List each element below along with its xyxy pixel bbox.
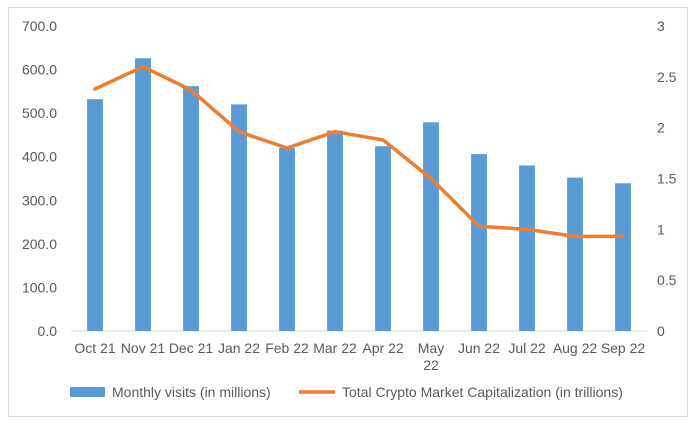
bar bbox=[471, 154, 487, 331]
bar bbox=[327, 130, 343, 331]
bar bbox=[231, 104, 247, 331]
left-tick-label: 700.0 bbox=[22, 18, 57, 34]
x-tick-label: Aug 22 bbox=[553, 340, 598, 356]
left-tick-label: 400.0 bbox=[22, 149, 57, 165]
left-tick-label: 300.0 bbox=[22, 192, 57, 208]
left-tick-label: 500.0 bbox=[22, 105, 57, 121]
x-tick-label: Nov 21 bbox=[121, 340, 166, 356]
legend: Monthly visits (in millions) Total Crypt… bbox=[70, 384, 623, 400]
x-tick-label: Jul 22 bbox=[508, 340, 546, 356]
line-series bbox=[93, 64, 625, 239]
bar bbox=[279, 148, 295, 331]
left-tick-label: 600.0 bbox=[22, 62, 57, 78]
bar bbox=[135, 58, 151, 331]
left-tick-label: 100.0 bbox=[22, 279, 57, 295]
right-tick-label: 2.5 bbox=[657, 69, 677, 85]
right-axis: 0 0.5 1 1.5 2 2.5 3 bbox=[657, 18, 677, 339]
bar bbox=[423, 122, 439, 332]
x-tick-label: Sep 22 bbox=[601, 340, 646, 356]
chart-frame: 0.0 100.0 200.0 300.0 400.0 500.0 600.0 700.0 0… bbox=[8, 7, 688, 417]
combo-chart: 0.0 100.0 200.0 300.0 400.0 500.0 600.0 700.0 0… bbox=[22, 18, 677, 400]
x-tick-label: Jun 22 bbox=[458, 340, 500, 356]
bar bbox=[567, 177, 583, 331]
right-tick-label: 0.5 bbox=[657, 272, 677, 288]
bar bbox=[375, 146, 391, 331]
x-tick-label: Oct 21 bbox=[74, 340, 115, 356]
bar bbox=[615, 183, 631, 331]
right-tick-label: 2 bbox=[657, 120, 665, 136]
x-tick-label: May 22 bbox=[418, 340, 444, 373]
x-tick-label: Dec 21 bbox=[169, 340, 214, 356]
right-tick-label: 3 bbox=[657, 18, 665, 34]
left-axis: 0.0 100.0 200.0 300.0 400.0 500.0 600.0 700.0 bbox=[22, 18, 57, 339]
x-tick-label: Feb 22 bbox=[265, 340, 309, 356]
legend-swatch-visits bbox=[70, 387, 105, 397]
x-tick-label: Apr 22 bbox=[362, 340, 403, 356]
right-tick-label: 1 bbox=[657, 221, 665, 237]
legend-label-visits: Monthly visits (in millions) bbox=[112, 384, 271, 400]
x-tick-label: Jan 22 bbox=[218, 340, 260, 356]
right-tick-label: 1.5 bbox=[657, 171, 677, 187]
left-tick-label: 0.0 bbox=[38, 323, 58, 339]
right-tick-label: 0 bbox=[657, 323, 665, 339]
bar bbox=[87, 99, 103, 331]
bar bbox=[519, 165, 535, 331]
legend-label-market-cap: Total Crypto Market Capitalization (in t… bbox=[342, 384, 623, 400]
x-axis-labels: Oct 21 Nov 21 Dec 21 Jan 22 Feb 22 Mar 22 Apr … bbox=[74, 340, 645, 373]
x-tick-label: Mar 22 bbox=[313, 340, 357, 356]
bar-series bbox=[87, 58, 631, 332]
bar bbox=[183, 86, 199, 331]
left-tick-label: 200.0 bbox=[22, 236, 57, 252]
